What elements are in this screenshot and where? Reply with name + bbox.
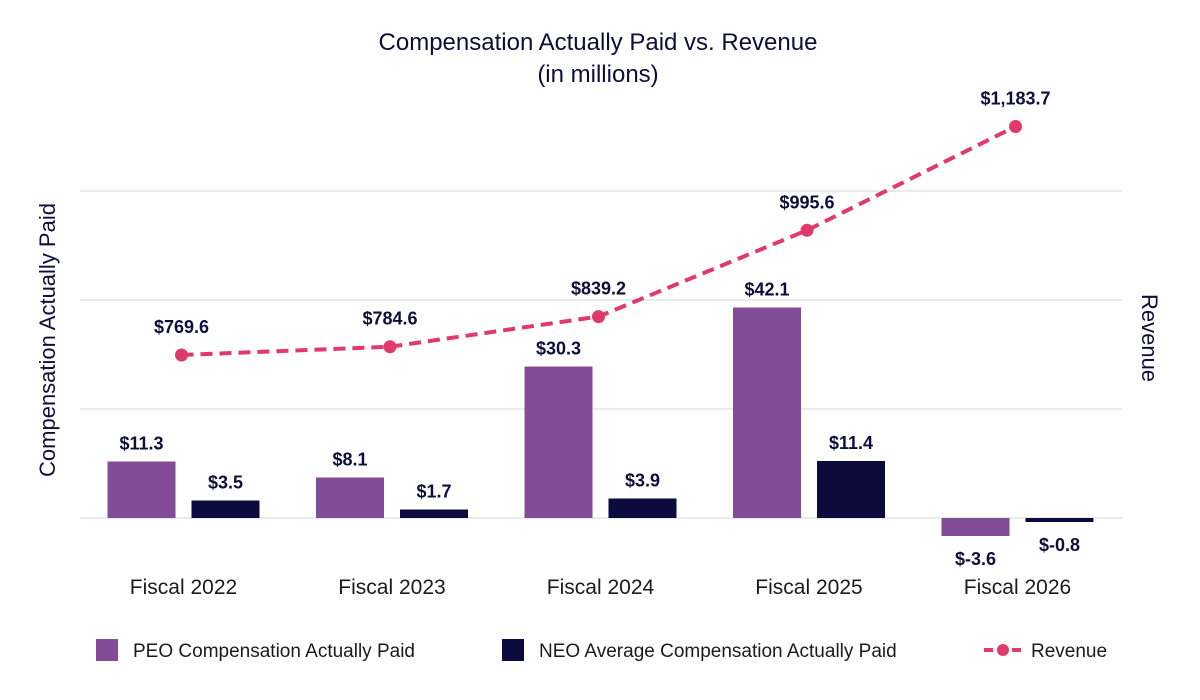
category-label: Fiscal 2023 [338,576,445,599]
revenue-label: $784.6 [362,309,417,329]
category-label: Fiscal 2024 [547,576,655,599]
revenue-point [175,348,188,362]
peo-bar [733,307,801,518]
revenue-label: $839.2 [571,279,626,299]
legend-label-peo: PEO Compensation Actually Paid [133,641,415,662]
neo-bar-label: $3.9 [625,471,660,491]
neo-bar [608,498,677,518]
revenue-line [175,119,1022,362]
y-axis-title-left: Compensation Actually Paid [35,203,60,477]
legend: PEO Compensation Actually Paid NEO Averag… [96,639,1107,662]
neo-bar-label: $3.5 [208,473,243,493]
revenue-point [1009,119,1022,133]
legend-label-neo: NEO Average Compensation Actually Paid [539,641,897,662]
legend-swatch-peo [96,639,118,661]
peo-bar-label: $11.3 [119,434,163,454]
bars [107,307,1094,536]
data-labels: $11.3 $3.5 $8.1 $1.7 $30.3 $3.9 $42.1 $11.4 $-3.… [119,88,1080,569]
gridlines [80,190,1122,519]
neo-bar [1025,518,1094,522]
neo-bar-label: $1.7 [416,482,451,502]
y-axis-title-right: Revenue [1137,294,1162,382]
peo-bar-label: $8.1 [332,450,367,470]
neo-bar-label: $-0.8 [1039,535,1080,555]
legend-swatch-neo [502,639,524,661]
peo-bar [941,518,1010,536]
chart-subtitle: (in millions) [537,61,658,88]
legend-marker-revenue [997,644,1009,656]
revenue-point [383,340,397,354]
category-label: Fiscal 2026 [964,576,1071,599]
category-label: Fiscal 2025 [755,576,862,599]
neo-bar [400,509,468,518]
peo-bar-label: $-3.6 [955,549,996,569]
revenue-label: $1,183.7 [980,88,1050,108]
revenue-point [800,223,814,237]
revenue-point [592,310,605,324]
revenue-label: $769.6 [154,317,209,337]
neo-bar [191,500,260,518]
peo-bar-label: $42.1 [744,280,789,300]
neo-bar [817,461,885,518]
category-label: Fiscal 2022 [130,576,237,599]
revenue-label: $995.6 [779,192,834,212]
peo-bar [107,461,176,518]
peo-bar-label: $30.3 [536,339,581,359]
peo-bar [524,366,593,518]
category-labels: Fiscal 2022 Fiscal 2023 Fiscal 2024 Fiscal … [130,576,1071,599]
legend-label-revenue: Revenue [1031,641,1107,662]
chart-title: Compensation Actually Paid vs. Revenue [379,29,818,56]
peo-bar [316,477,384,518]
neo-bar-label: $11.4 [829,433,873,453]
